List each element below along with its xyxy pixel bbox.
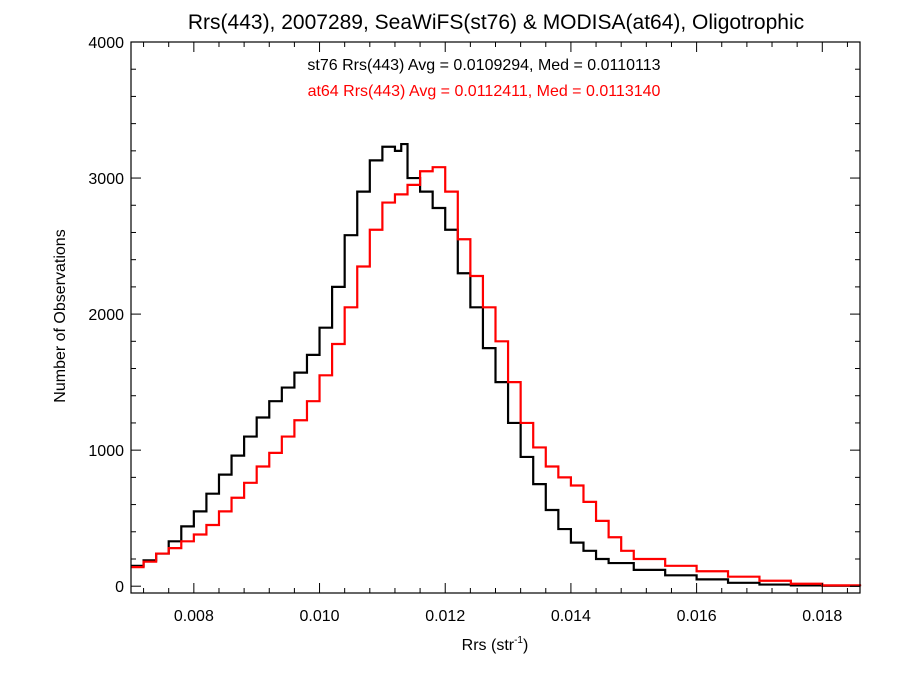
annotation-at64-stats: at64 Rrs(443) Avg = 0.0112411, Med = 0.0… [308,83,661,100]
y-axis-label: Number of Observations [52,229,69,402]
y-tick-label: 0 [115,579,124,596]
x-axis-label-main: Rrs (str [462,637,515,654]
series-layer [131,142,862,587]
chart-title: Rrs(443), 2007289, SeaWiFS(st76) & MODIS… [188,11,804,34]
y-tick-label: 4000 [88,35,124,52]
series-line-1 [131,166,862,587]
x-tick-labels: 0.008 0.010 0.012 0.014 0.016 0.018 [174,608,843,625]
y-tick-label: 1000 [88,443,124,460]
x-axis-label: Rrs (str-1) [462,635,529,654]
x-tick-label: 0.014 [551,608,591,625]
y-tick-label: 2000 [88,307,124,324]
ticks-layer [131,41,860,593]
x-axis-label-close: ) [523,637,528,654]
x-tick-label: 0.016 [677,608,717,625]
x-tick-label: 0.008 [174,608,214,625]
x-tick-label: 0.018 [802,608,842,625]
x-tick-label: 0.010 [300,608,340,625]
annotation-st76-stats: st76 Rrs(443) Avg = 0.0109294, Med = 0.0… [307,57,660,74]
y-tick-label: 3000 [88,171,124,188]
x-axis-label-superscript: -1 [514,635,523,646]
y-tick-labels: 0 1000 2000 3000 4000 [88,35,124,596]
x-tick-label: 0.012 [425,608,465,625]
